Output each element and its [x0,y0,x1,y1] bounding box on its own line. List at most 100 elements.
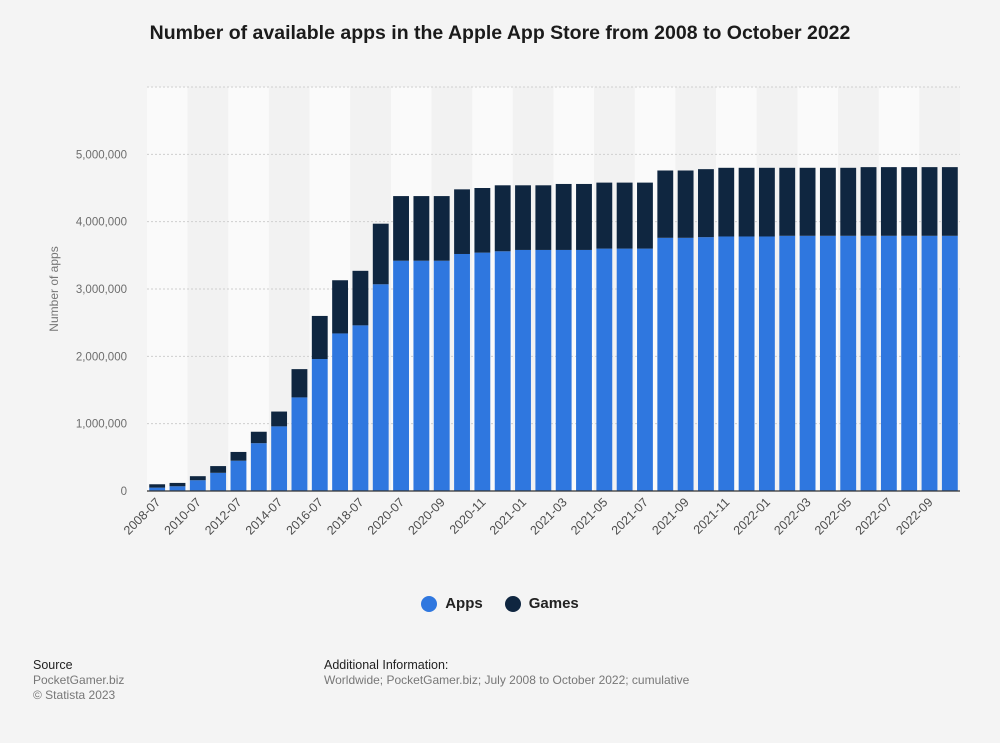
bar-apps [698,237,714,491]
bar-apps [941,235,958,491]
bar-apps [332,333,349,491]
source-heading: Source [33,658,73,672]
bar-games [758,167,775,237]
source-line-2: © Statista 2023 [33,688,116,702]
bar-apps [454,253,470,491]
bar-apps [901,235,918,491]
bar-games [941,167,958,236]
bar-apps [738,236,755,491]
bar-games [677,170,694,238]
legend-label-games: Games [528,595,579,612]
bar-games [230,451,247,461]
bar-games [169,482,186,487]
bar-apps [616,248,633,491]
bar-games [535,185,552,250]
x-tick-label: 2022-09 [893,495,935,537]
x-tick-label: 2022-01 [731,495,773,537]
bar-games [860,167,877,236]
bar-apps [433,260,450,491]
bar-apps [474,252,491,491]
legend: Apps Games [0,595,1000,612]
legend-item-games[interactable]: Games [504,595,579,612]
bar-games [616,182,633,249]
x-tick-label: 2012-07 [202,495,244,537]
legend-item-apps[interactable]: Apps [421,595,483,612]
bar-apps [352,325,369,491]
x-tick-label: 2022-05 [812,495,854,537]
bar-apps [230,460,247,491]
x-tick-label: 2021-01 [487,495,529,537]
bar-games [921,167,938,236]
x-tick-label: 2021-11 [691,495,733,537]
bar-games [149,484,166,488]
bar-games [637,182,653,249]
bar-games [698,169,714,238]
bar-apps [576,249,592,491]
bar-apps [799,235,816,491]
x-tick-label: 2020-11 [447,495,489,537]
additional-info-block: Additional Information: Worldwide; Pocke… [324,658,689,687]
bar-games [271,411,288,427]
bar-games [799,167,816,236]
bar-games [189,476,206,481]
bar-apps [657,237,674,491]
bar-games [657,170,674,238]
x-tick-label: 2010-07 [162,495,204,537]
y-axis-ticks: 0 1,000,000 2,000,000 3,000,000 4,000,000 5,0… [76,149,127,498]
bar-apps [819,235,836,491]
bar-games [819,167,836,236]
x-tick-label: 2020-07 [365,495,407,537]
bar-apps [840,235,857,491]
x-tick-label: 2022-07 [853,495,895,537]
source-block: Source PocketGamer.biz © Statista 2023 [33,658,124,702]
bar-apps [291,397,308,491]
bar-apps [189,480,206,491]
x-tick-label: 2021-07 [609,495,651,537]
bar-games [738,167,755,237]
bar-games [515,185,531,250]
additional-info-text: Worldwide; PocketGamer.biz; July 2008 to… [324,673,690,687]
bar-apps [637,248,653,491]
bar-games [718,167,735,237]
bar-apps [921,235,938,491]
bar-apps [515,249,531,491]
legend-marker-apps [421,595,438,612]
bar-apps [880,235,897,491]
bar-apps [271,426,288,491]
bar-games [840,167,857,236]
bar-apps [758,236,775,491]
x-tick-label: 2014-07 [243,495,285,537]
bars [149,167,958,491]
bar-apps [169,486,186,491]
x-tick-label: 2021-03 [527,495,569,537]
y-axis-label: Number of apps [47,246,61,331]
bar-apps [718,236,735,491]
y-tick-label: 3,000,000 [76,284,127,296]
y-tick-label: 0 [121,486,127,498]
bar-games [332,280,349,334]
x-axis-ticks: 2008-072010-072012-072014-072016-072018-… [121,495,936,537]
bar-games [393,196,409,261]
source-line-1[interactable]: PocketGamer.biz [33,673,125,687]
legend-label-apps: Apps [445,595,483,612]
bar-apps [210,472,227,491]
bar-games [576,183,592,250]
bar-games [880,167,897,236]
bar-games [474,188,491,253]
y-tick-label: 2,000,000 [76,351,127,363]
bar-apps [555,249,572,491]
bar-games [555,183,572,250]
bar-apps [596,248,613,491]
bar-games [901,167,918,236]
bar-games [210,466,227,473]
bar-games [311,315,328,360]
legend-marker-games [504,595,521,612]
bar-apps [677,237,694,491]
bar-apps [494,251,511,491]
x-tick-label: 2021-05 [568,495,610,537]
bar-games [352,270,369,326]
bar-games [454,189,470,254]
bar-apps [149,487,166,491]
bar-apps [250,443,267,491]
x-tick-label: 2021-09 [649,495,691,537]
